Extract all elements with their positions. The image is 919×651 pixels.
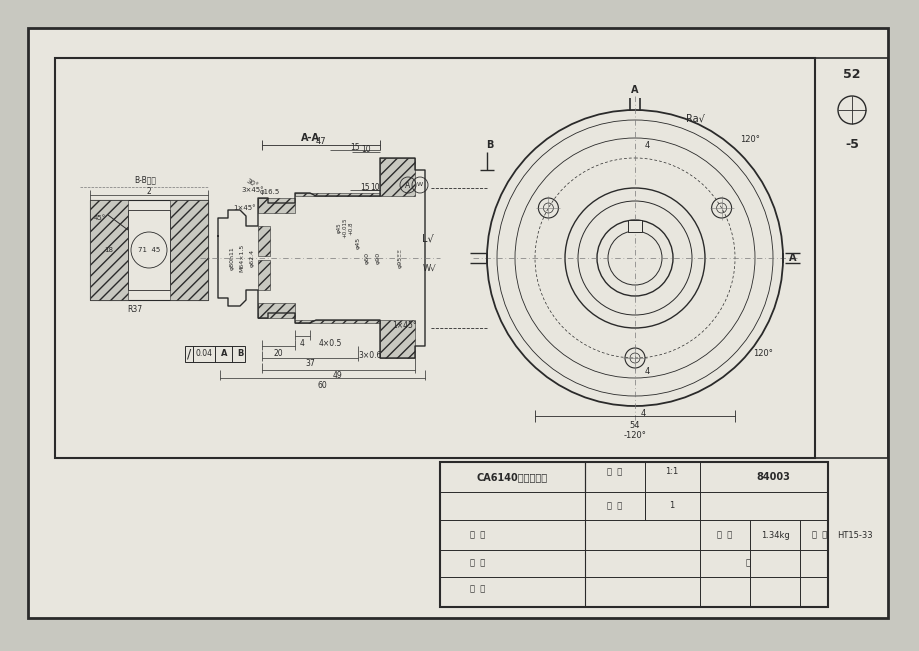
Text: φ62.4: φ62.4: [249, 249, 255, 267]
Text: φ16.5: φ16.5: [259, 189, 279, 195]
Text: 120°: 120°: [753, 348, 772, 357]
Text: 1.34kg: 1.34kg: [760, 531, 789, 540]
Text: φ45: φ45: [355, 237, 360, 249]
Text: 120°: 120°: [739, 135, 759, 145]
Bar: [257, 226, 269, 256]
Text: 15: 15: [360, 182, 369, 191]
Text: R37: R37: [128, 305, 142, 314]
Text: 制  图: 制 图: [470, 531, 485, 540]
Bar: [257, 260, 269, 290]
Text: 1:1: 1:1: [664, 467, 678, 477]
Text: 班: 班: [744, 559, 750, 568]
Text: φ45
+0.015
+0.8: φ45 +0.015 +0.8: [336, 217, 353, 238]
Text: 84003: 84003: [755, 472, 789, 482]
Text: A: A: [789, 253, 796, 263]
Text: 3×45°: 3×45°: [242, 187, 264, 193]
Text: Ra√: Ra√: [685, 113, 704, 123]
Bar: [380, 158, 414, 196]
Text: 18: 18: [105, 247, 113, 253]
Bar: [257, 198, 295, 213]
Text: 4: 4: [643, 367, 649, 376]
Text: 重  量: 重 量: [717, 531, 732, 540]
Text: 0.04: 0.04: [196, 350, 212, 359]
Text: A: A: [221, 350, 227, 359]
Text: CA6140车床法兰盘: CA6140车床法兰盘: [476, 472, 547, 482]
Text: 15: 15: [350, 143, 359, 152]
Text: 20: 20: [273, 348, 282, 357]
Bar: [90, 200, 128, 300]
Text: -5: -5: [845, 139, 858, 152]
Text: 指  导: 指 导: [470, 559, 485, 568]
Text: 54: 54: [630, 421, 640, 430]
Text: B: B: [486, 140, 494, 150]
Text: /: /: [187, 348, 191, 361]
Text: 审  核: 审 核: [470, 585, 485, 594]
Bar: [439, 462, 827, 607]
Text: 4: 4: [300, 339, 304, 348]
Text: 1: 1: [669, 501, 674, 510]
Text: φ80h11: φ80h11: [229, 246, 234, 270]
Text: 45°: 45°: [94, 215, 106, 221]
Text: M64×1.5: M64×1.5: [239, 244, 244, 272]
Text: φ95ΞΞ: φ95ΞΞ: [397, 248, 403, 268]
Text: 材  料: 材 料: [811, 531, 827, 540]
Text: W: W: [416, 182, 423, 187]
Text: B: B: [236, 350, 243, 359]
Bar: [55, 58, 814, 458]
Bar: [295, 193, 380, 196]
Text: 47: 47: [315, 137, 326, 146]
Bar: [295, 320, 380, 323]
Text: L√: L√: [422, 233, 434, 243]
Text: 1×45°: 1×45°: [392, 322, 417, 331]
Text: W√: W√: [423, 264, 437, 273]
Text: A: A: [630, 85, 638, 95]
Text: 比  例: 比 例: [607, 467, 622, 477]
Text: 60: 60: [317, 380, 326, 389]
Bar: [90, 200, 208, 300]
Text: 1×45°: 1×45°: [233, 205, 256, 211]
Text: 4: 4: [640, 408, 645, 417]
Text: 49: 49: [333, 372, 343, 380]
Text: 37: 37: [305, 359, 314, 368]
Bar: [814, 58, 887, 458]
Bar: [185, 346, 244, 362]
Text: 3×0.6: 3×0.6: [357, 352, 381, 361]
Text: A: A: [405, 180, 410, 189]
Text: φ90: φ90: [375, 252, 380, 264]
Text: 71  45: 71 45: [138, 247, 160, 253]
Text: 4: 4: [643, 141, 649, 150]
Text: A-A: A-A: [301, 133, 319, 143]
Bar: [257, 313, 267, 318]
Bar: [628, 220, 641, 232]
Bar: [128, 210, 170, 290]
Text: -120°: -120°: [623, 432, 646, 441]
Text: HT15-33: HT15-33: [836, 531, 872, 540]
Text: 10: 10: [369, 182, 380, 191]
Bar: [170, 200, 208, 300]
Bar: [380, 320, 414, 358]
Text: 52: 52: [843, 68, 860, 81]
Text: 10: 10: [361, 145, 370, 154]
Text: φ60: φ60: [364, 252, 369, 264]
Bar: [257, 303, 295, 318]
Text: B-B旋转: B-B旋转: [134, 176, 156, 184]
Text: 4×0.5: 4×0.5: [318, 339, 341, 348]
Text: 30°: 30°: [244, 177, 258, 189]
Text: 件  数: 件 数: [607, 501, 622, 510]
Text: 2: 2: [146, 187, 152, 197]
Bar: [257, 198, 267, 203]
